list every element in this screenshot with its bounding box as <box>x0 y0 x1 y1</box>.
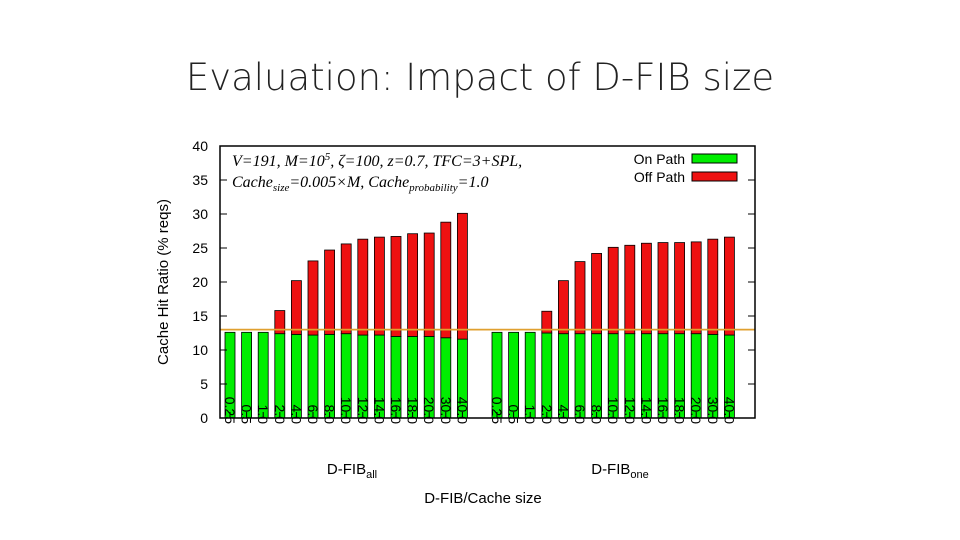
y-tick-label: 30 <box>192 206 208 222</box>
x-tick-label: 14.0 <box>638 397 654 424</box>
x-tick-label: 8.0 <box>322 405 338 425</box>
bar-off-path <box>390 236 402 337</box>
bar-off-path <box>674 242 685 335</box>
x-tick-label: 1.0 <box>522 405 538 425</box>
y-tick-label: 15 <box>192 308 208 324</box>
bar-off-path <box>541 310 553 334</box>
legend-label-off-path: Off Path <box>634 169 685 185</box>
y-tick-label: 5 <box>200 376 208 392</box>
x-tick-label: 14.0 <box>371 397 387 424</box>
bar-off-path <box>707 238 719 335</box>
y-tick-label: 20 <box>192 274 208 290</box>
group-label-one: D-FIBone <box>591 461 649 481</box>
x-tick-label: 1.0 <box>255 405 271 425</box>
bar-off-path <box>624 244 636 335</box>
bar-off-path <box>407 233 419 337</box>
bar-off-path <box>641 242 652 335</box>
x-tick-label: 4.0 <box>555 405 571 425</box>
y-tick-label: 0 <box>200 410 208 426</box>
legend-swatch-off-path <box>691 171 738 182</box>
bar-off-path <box>657 242 669 335</box>
bar-off-path <box>690 241 702 335</box>
y-tick-label: 25 <box>192 240 208 256</box>
bar-off-path <box>274 310 286 335</box>
x-tick-label: 20.0 <box>688 397 704 424</box>
x-tick-label: 0.25 <box>222 397 238 424</box>
annotation-line-2: Cachesize=0.005×M, Cacheprobability=1.0 <box>232 174 488 194</box>
annotation-line-1: V=191, M=105, ζ=100, z=0.7, TFC=3+SPL, <box>232 151 522 170</box>
legend: On Path Off Path <box>634 151 738 185</box>
group-label-all: D-FIBall <box>327 461 377 481</box>
bar-off-path <box>591 253 602 335</box>
x-tick-label: 16.0 <box>655 397 671 424</box>
bar-off-path <box>307 260 319 336</box>
legend-swatch-on-path <box>691 153 738 164</box>
x-tick-label: 40.0 <box>454 397 470 424</box>
x-tick-label: 16.0 <box>388 397 404 424</box>
x-tick-label: 40.0 <box>721 397 737 424</box>
x-tick-label: 6.0 <box>572 405 588 425</box>
y-tick-label: 10 <box>192 342 208 358</box>
x-tick-label: 2.0 <box>539 405 555 425</box>
x-tick-label: 10.0 <box>338 397 354 424</box>
bar-off-path <box>456 212 468 340</box>
bar-off-path <box>607 246 619 335</box>
bar-off-path <box>440 221 452 339</box>
bar-off-path <box>373 236 385 336</box>
x-tick-label: 18.0 <box>405 397 421 424</box>
x-tick-label: 4.0 <box>288 405 304 425</box>
x-tick-label: 10.0 <box>605 397 621 424</box>
x-tick-label: 8.0 <box>589 405 605 425</box>
y-axis-label: Cache Hit Ratio (% reqs) <box>155 199 172 365</box>
bar-off-path <box>324 249 336 335</box>
bar-off-path <box>724 236 735 336</box>
bars-layer <box>224 212 735 419</box>
x-tick-label: 0.5 <box>506 405 522 425</box>
bar-off-path <box>340 243 352 335</box>
x-tick-label: 30.0 <box>438 397 454 424</box>
x-tick-label: 12.0 <box>355 397 371 424</box>
bar-off-path <box>290 280 302 335</box>
x-axis: 0.25 0.5 1.0 2.0 4.0 6.0 8.0 10.0 12.0 14.0 16.0 18… <box>222 397 737 424</box>
x-axis-label: D-FIB/Cache size <box>424 490 542 507</box>
x-tick-label: 0.25 <box>489 397 505 424</box>
bar-off-path <box>357 238 369 336</box>
x-tick-label: 2.0 <box>272 405 288 425</box>
x-tick-label: 6.0 <box>305 405 321 425</box>
y-tick-label: 35 <box>192 172 208 188</box>
x-tick-label: 18.0 <box>672 397 688 424</box>
y-tick-label: 40 <box>192 138 208 154</box>
bar-off-path <box>558 280 569 335</box>
slide-title: Evaluation: Impact of D-FIB size <box>185 56 775 99</box>
bar-off-path <box>574 261 586 335</box>
x-tick-label: 12.0 <box>622 397 638 424</box>
legend-label-on-path: On Path <box>634 151 685 167</box>
x-tick-label: 0.5 <box>239 405 255 425</box>
y-axis: 0 5 10 15 20 25 30 35 40 <box>192 138 755 426</box>
x-tick-label: 20.0 <box>421 397 437 424</box>
bar-off-path <box>423 232 435 337</box>
x-tick-label: 30.0 <box>705 397 721 424</box>
